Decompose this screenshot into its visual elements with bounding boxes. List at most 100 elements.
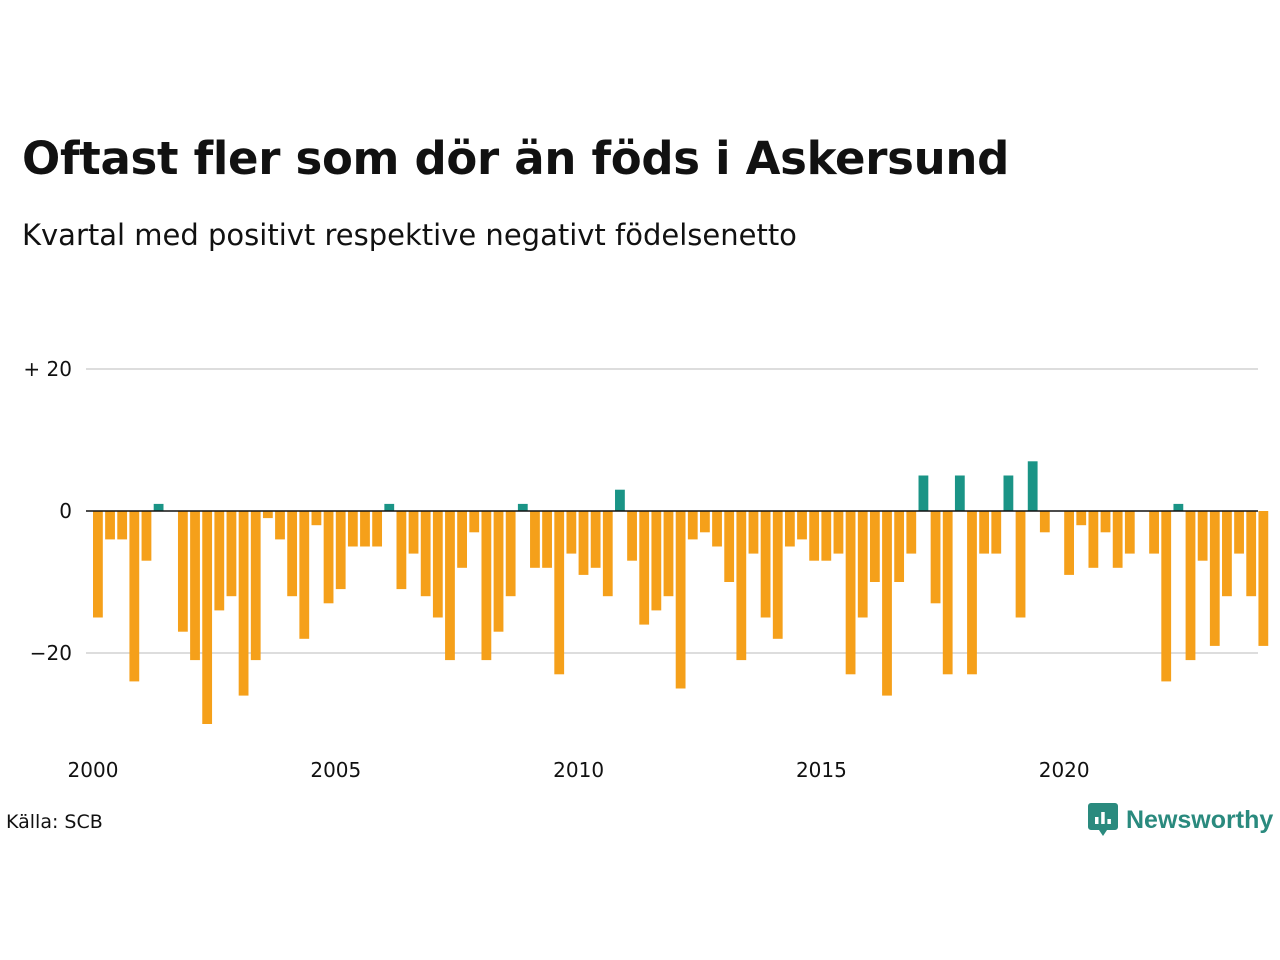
bar: 2014 K2: -5 <box>784 511 795 547</box>
x-tick-label: 2010 <box>553 758 604 782</box>
bar: 2014 K3: -4 <box>797 511 807 540</box>
bar: 2018 K4: 5 <box>1003 475 1014 511</box>
bar: 2003 K3: -1 <box>262 511 273 519</box>
bar: 2005 K4: -5 <box>372 511 383 547</box>
bar: 2016 K3: -10 <box>894 511 905 582</box>
bar: 2016 K2: -26 <box>882 511 892 696</box>
bar: 2014 K4: -7 <box>809 511 820 561</box>
bar: 2008 K3: -12 <box>505 511 516 597</box>
bar: 2022 K1: -24 <box>1161 511 1172 682</box>
bar: 2023 K4: -12 <box>1246 511 1257 597</box>
bar: 2002 K1: -21 <box>190 511 200 661</box>
bar: 2006 K1: 1 <box>384 503 395 511</box>
bar: 2022 K4: -7 <box>1197 511 1208 561</box>
bar: 2021 K4: -6 <box>1149 511 1159 554</box>
bar: 2018 K1: -23 <box>967 511 977 675</box>
bar: 2020 K1: -9 <box>1064 511 1074 575</box>
bar: 2010 K2: -8 <box>590 511 601 568</box>
x-tick-label: 2015 <box>796 758 847 782</box>
x-tick-label: 2005 <box>310 758 361 782</box>
bar: 2010 K3: -12 <box>602 511 613 597</box>
newsworthy-logo-icon <box>1088 803 1118 836</box>
bar: 2017 K3: -23 <box>942 511 953 675</box>
bar: 2016 K1: -10 <box>869 511 880 582</box>
bar: 2006 K2: -11 <box>396 511 407 590</box>
bar: 2020 K2: -2 <box>1076 511 1087 526</box>
bar: 2009 K4: -6 <box>566 511 577 554</box>
bar: 2019 K1: -15 <box>1015 511 1026 618</box>
source-note: Källa: SCB <box>6 811 103 833</box>
bar: 2017 K4: 5 <box>954 475 965 511</box>
y-axis-ticks: + 20 0 −20 <box>23 357 72 665</box>
bar: 2009 K2: -8 <box>542 511 552 568</box>
bar: 2002 K4: -12 <box>226 511 237 597</box>
bar: 2023 K2: -12 <box>1222 511 1232 597</box>
bar: 2011 K1: -7 <box>627 511 637 561</box>
bar: 2010 K1: -9 <box>578 511 589 575</box>
bar: 2007 K1: -15 <box>432 511 443 618</box>
bar: 2009 K1: -8 <box>530 511 540 568</box>
y-tick-label: 0 <box>59 499 72 523</box>
bar: 2019 K3: -3 <box>1039 511 1050 533</box>
bar: 2014 K1: -18 <box>772 511 783 639</box>
x-axis-ticks: 2000 2005 2010 2015 2020 <box>68 758 1090 782</box>
bar: 2013 K3: -6 <box>748 511 759 554</box>
bar: 2021 K2: -6 <box>1124 511 1135 554</box>
brand-name: Newsworthy <box>1126 805 1274 834</box>
bar: 2007 K2: -21 <box>445 511 455 661</box>
bar: 2003 K4: -4 <box>275 511 285 540</box>
bar: 2019 K2: 7 <box>1027 461 1038 511</box>
y-tick-label: + 20 <box>23 357 72 381</box>
bar: 2024 K1: -19 <box>1258 511 1269 646</box>
bar: 2012 K2: -4 <box>687 511 698 540</box>
bar: 2023 K3: -6 <box>1234 511 1244 554</box>
brand-logo: Newsworthy <box>1088 803 1273 837</box>
bar: 2006 K4: -12 <box>420 511 431 597</box>
bar: 2015 K4: -15 <box>857 511 868 618</box>
bar: 2007 K3: -8 <box>457 511 467 568</box>
bar: 2003 K2: -21 <box>250 511 261 661</box>
bar: 2008 K1: -21 <box>481 511 492 661</box>
bar: 2016 K4: -6 <box>906 511 917 554</box>
bar: 2022 K3: -21 <box>1185 511 1196 661</box>
bar: 2015 K1: -7 <box>821 511 832 561</box>
x-tick-label: 2000 <box>68 758 119 782</box>
bar: 2005 K3: -5 <box>360 511 370 547</box>
bar: 2020 K3: -8 <box>1088 511 1099 568</box>
bar: 2001 K2: 1 <box>153 503 164 511</box>
bar: 2018 K2: -6 <box>979 511 990 554</box>
bar: 2023 K1: -19 <box>1209 511 1220 646</box>
bar: 2008 K4: 1 <box>517 503 528 511</box>
y-tick-label: −20 <box>30 641 72 665</box>
bar: 2021 K1: -8 <box>1112 511 1123 568</box>
bars: 2000 K1: -152000 K2: -42000 K3: -42000 K… <box>93 461 1269 724</box>
bar: 2015 K3: -23 <box>845 511 856 675</box>
bar: 2015 K2: -6 <box>833 511 844 554</box>
bar: 2007 K4: -3 <box>469 511 480 533</box>
bar: 2008 K2: -17 <box>493 511 504 632</box>
bar: 2000 K4: -24 <box>129 511 140 682</box>
bar: 2004 K3: -2 <box>311 511 322 526</box>
bar: 2011 K4: -12 <box>663 511 674 597</box>
bar: 2013 K1: -10 <box>724 511 735 582</box>
bar: 2012 K4: -5 <box>712 511 722 547</box>
bar: 2013 K2: -21 <box>736 511 747 661</box>
bar: 2020 K4: -3 <box>1100 511 1111 533</box>
bar: 2012 K1: -25 <box>675 511 686 689</box>
bar: 2006 K3: -6 <box>408 511 419 554</box>
bar: 2000 K2: -4 <box>105 511 115 540</box>
gridlines <box>86 368 1258 654</box>
bar: 2017 K1: 5 <box>918 475 929 511</box>
bar: 2002 K3: -14 <box>214 511 225 611</box>
bar: 2000 K1: -15 <box>93 511 103 618</box>
bar: 2022 K2: 1 <box>1173 503 1184 511</box>
bar: 2002 K2: -30 <box>202 511 213 724</box>
x-tick-label: 2020 <box>1039 758 1090 782</box>
bar: 2004 K2: -18 <box>299 511 310 639</box>
bar: 2010 K4: 3 <box>615 489 625 511</box>
bar: 2018 K3: -6 <box>991 511 1002 554</box>
bar: 2012 K3: -3 <box>700 511 710 533</box>
bar: 2005 K2: -5 <box>347 511 358 547</box>
chart-subtitle: Kvartal med positivt respektive negativt… <box>22 218 797 252</box>
